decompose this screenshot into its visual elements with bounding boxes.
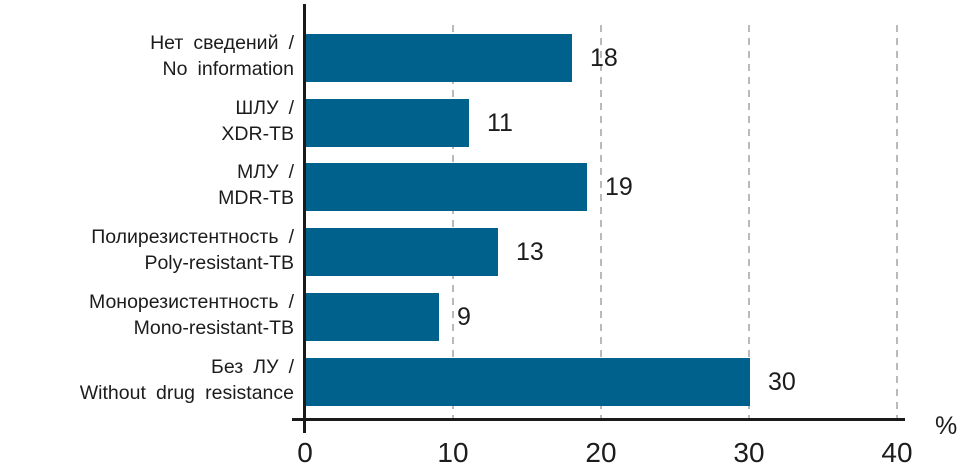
x-tick-label-40: 40 — [881, 437, 913, 468]
category-label: Нет сведений / No information — [150, 31, 294, 82]
gridline-20 — [600, 25, 602, 419]
category-line-ru: ШЛУ / — [235, 97, 294, 119]
gridline-40 — [896, 25, 898, 419]
gridline-10 — [452, 25, 454, 419]
gridline-30 — [748, 25, 750, 419]
category-line-ru: МЛУ / — [237, 161, 294, 183]
x-tick-label-10: 10 — [437, 437, 469, 468]
value-label: 18 — [590, 44, 618, 72]
category-line-en: No information — [162, 57, 295, 80]
bar — [306, 228, 498, 276]
category-line-ru: Монорезистентность / — [89, 291, 294, 313]
x-tick-label-30: 30 — [733, 437, 765, 468]
category-line-en: Mono-resistant-TB — [133, 316, 294, 339]
bar — [306, 358, 750, 406]
category-line-ru: Нет сведений / — [150, 32, 294, 54]
category-line-en: Poly-resistant-TB — [144, 251, 294, 274]
value-label: 19 — [605, 173, 633, 201]
value-label: 30 — [768, 368, 796, 396]
value-label: 9 — [457, 303, 471, 331]
category-line-ru: Без ЛУ / — [211, 356, 294, 378]
x-axis-unit-label: % — [935, 412, 958, 440]
bar — [306, 163, 587, 211]
x-axis-line — [292, 418, 905, 421]
category-line-en: XDR-TB — [221, 122, 294, 145]
x-tick-label-20: 20 — [585, 437, 617, 468]
category-label: Без ЛУ / Without drug resistance — [80, 355, 294, 406]
category-line-ru: Полирезистентность / — [91, 226, 294, 248]
category-line-en: MDR-TB — [218, 186, 294, 209]
bar — [306, 293, 439, 341]
category-label: МЛУ / MDR-TB — [218, 160, 294, 211]
bar — [306, 99, 469, 147]
value-label: 13 — [516, 238, 544, 266]
category-label: Монорезистентность / Mono-resistant-TB — [89, 290, 294, 341]
y-axis-line — [303, 4, 306, 433]
category-label: ШЛУ / XDR-TB — [221, 96, 294, 147]
category-label: Полирезистентность / Poly-resistant-TB — [91, 225, 294, 276]
value-label: 11 — [487, 109, 513, 137]
category-line-en: Without drug resistance — [79, 381, 294, 404]
x-tick-label-0: 0 — [297, 437, 313, 468]
bar — [306, 34, 572, 82]
